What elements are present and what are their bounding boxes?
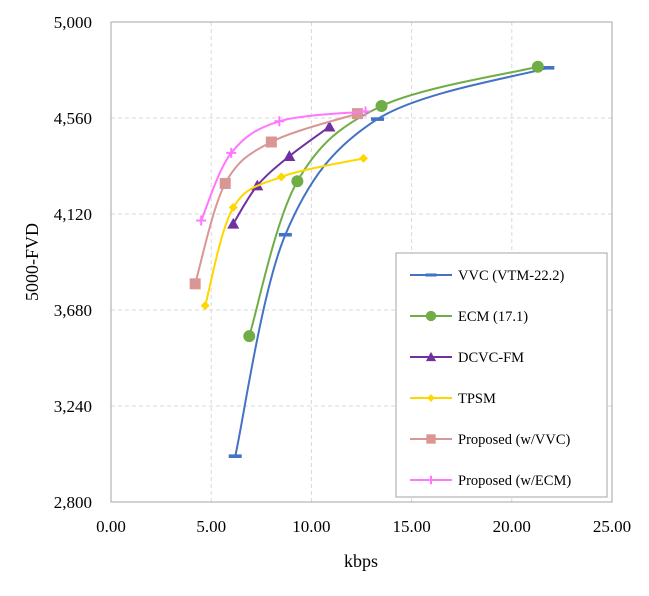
series-5 bbox=[196, 106, 371, 226]
legend-label: Proposed (w/VVC) bbox=[458, 432, 571, 448]
data-point bbox=[274, 116, 285, 127]
legend-item: VVC (VTM-22.2) bbox=[410, 268, 564, 284]
data-point bbox=[291, 175, 304, 188]
x-tick-label: 0.00 bbox=[96, 517, 126, 536]
series-0 bbox=[228, 66, 555, 458]
legend-item: DCVC-FM bbox=[410, 350, 524, 366]
legend-item: Proposed (w/ECM) bbox=[410, 473, 571, 489]
data-point bbox=[219, 177, 231, 189]
series-line bbox=[204, 157, 364, 306]
legend-item: TPSM bbox=[410, 391, 496, 407]
legend-label: TPSM bbox=[458, 391, 496, 407]
series-1 bbox=[243, 60, 544, 343]
x-tick-label: 25.00 bbox=[593, 517, 631, 536]
y-tick-label: 4,560 bbox=[54, 109, 92, 128]
data-point bbox=[278, 232, 292, 237]
data-point bbox=[228, 202, 238, 212]
y-tick-label: 5,000 bbox=[54, 13, 92, 32]
data-point bbox=[371, 117, 385, 121]
legend: VVC (VTM-22.2) ECM (17.1) DCVC-FM TPSM Propo… bbox=[395, 252, 608, 498]
x-tick-label: 15.00 bbox=[392, 517, 430, 536]
legend-label: DCVC-FM bbox=[458, 350, 524, 366]
legend-marker bbox=[426, 434, 436, 444]
series-3 bbox=[200, 153, 369, 311]
data-point bbox=[265, 136, 277, 148]
series-line bbox=[248, 65, 539, 337]
data-point bbox=[226, 147, 237, 158]
series-line bbox=[234, 66, 549, 457]
data-point bbox=[196, 215, 207, 226]
legend-label: ECM (17.1) bbox=[458, 309, 528, 325]
legend-item: ECM (17.1) bbox=[410, 309, 528, 325]
legend-marker bbox=[427, 394, 435, 402]
y-tick-label: 3,680 bbox=[54, 301, 92, 320]
series-4 bbox=[189, 108, 363, 290]
data-point bbox=[227, 217, 240, 229]
y-tick-label: 2,800 bbox=[54, 493, 92, 512]
legend-items: VVC (VTM-22.2) ECM (17.1) DCVC-FM TPSM Propo… bbox=[410, 268, 571, 489]
data-point bbox=[189, 278, 201, 290]
y-tick-label: 3,240 bbox=[54, 397, 92, 416]
legend-box bbox=[395, 252, 608, 498]
data-point bbox=[323, 120, 336, 132]
x-tick-label: 5.00 bbox=[196, 517, 226, 536]
data-point bbox=[200, 301, 210, 311]
y-tick-label: 4,120 bbox=[54, 205, 92, 224]
data-point bbox=[351, 108, 363, 120]
data-point bbox=[228, 454, 242, 458]
legend-marker bbox=[426, 475, 436, 485]
data-point bbox=[243, 330, 256, 343]
data-point bbox=[541, 66, 555, 70]
series-line bbox=[232, 125, 331, 225]
data-point bbox=[531, 60, 544, 73]
legend-marker bbox=[425, 273, 437, 277]
data-point bbox=[276, 172, 286, 182]
legend-label: Proposed (w/ECM) bbox=[458, 473, 571, 489]
y-axis-title: 5000-FVD bbox=[22, 223, 42, 301]
x-tick-label: 10.00 bbox=[292, 517, 330, 536]
series-line bbox=[200, 110, 366, 221]
data-point bbox=[359, 153, 369, 163]
legend-label: VVC (VTM-22.2) bbox=[458, 268, 564, 284]
legend-item: Proposed (w/VVC) bbox=[410, 432, 571, 448]
series-group bbox=[189, 60, 555, 458]
legend-marker bbox=[425, 351, 437, 362]
plot-area-border bbox=[110, 21, 613, 503]
tick-labels: 0.00 5.00 10.00 15.00 20.00 25.00 2,800 3,240 3,… bbox=[54, 13, 631, 536]
x-tick-label: 20.00 bbox=[493, 517, 531, 536]
series-line bbox=[194, 112, 358, 285]
data-point bbox=[375, 100, 388, 112]
legend-marker bbox=[425, 310, 437, 322]
data-point bbox=[283, 150, 296, 161]
x-axis-title: kbps bbox=[344, 551, 378, 571]
data-point bbox=[360, 106, 371, 117]
